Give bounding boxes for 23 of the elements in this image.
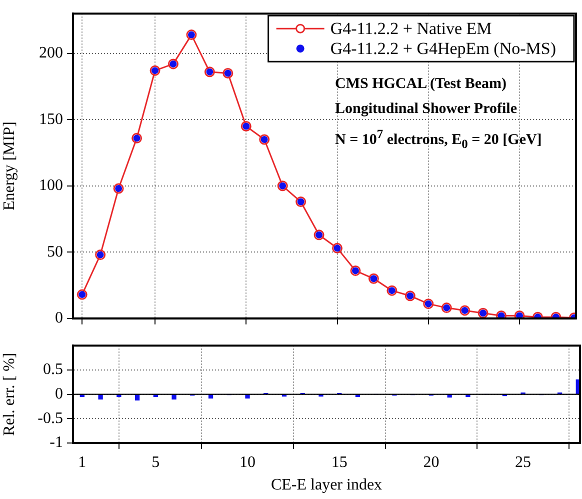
y-axis-title: Energy [MIP] [0, 121, 18, 211]
annotation: Longitudinal Shower Profile [335, 100, 518, 119]
x-tick-label: 15 [331, 454, 348, 471]
legend-label: G4-11.2.2 + G4HepEm (No-MS) [330, 39, 556, 58]
y-axis-title: Rel. err. [ %] [0, 352, 18, 436]
y-tick-label: -1 [50, 434, 63, 452]
y-tick-label: 150 [39, 110, 63, 128]
x-tick-label: 5 [152, 454, 160, 471]
annotation: CMS HGCAL (Test Beam) [335, 75, 508, 94]
x-tick-label: 20 [423, 454, 440, 471]
x-tick-label: 1 [78, 454, 86, 471]
y-tick-label: 200 [39, 44, 63, 62]
legend-label: G4-11.2.2 + Native EM [330, 19, 492, 38]
y-tick-label: -0.5 [38, 410, 63, 427]
y-tick-label: 0 [55, 386, 63, 403]
y-tick-label: 0.5 [43, 361, 63, 378]
annotation: N = 10$^{7}$ electrons, E$_{0}$ = 20 [GeV] [335, 126, 542, 153]
x-tick-label: 10 [240, 454, 256, 471]
y-tick-label: 0 [55, 310, 63, 327]
x-axis-title: CE-E layer index [270, 476, 382, 494]
x-tick-label: 25 [515, 454, 532, 471]
y-tick-label: 100 [39, 177, 63, 194]
y-tick-label: 50 [47, 243, 63, 260]
